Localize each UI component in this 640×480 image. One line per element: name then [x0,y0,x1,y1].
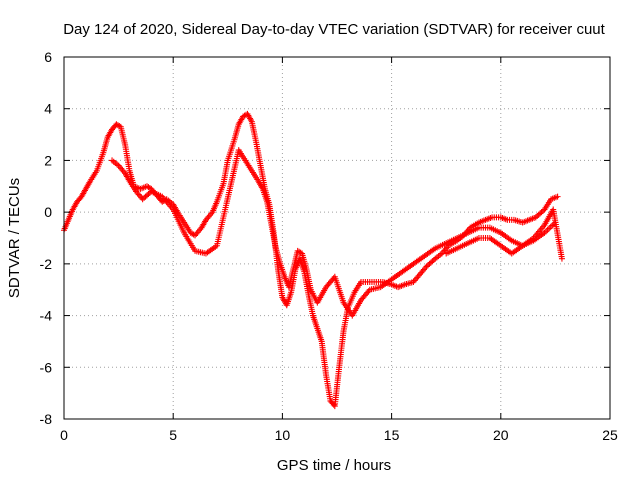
y-tick-label: 2 [44,152,52,168]
plot-frame [63,56,611,420]
data-point [558,255,565,262]
y-tick-label: -4 [40,308,53,324]
data-marks [61,110,565,410]
series-1 [61,110,561,410]
series-2 [109,147,559,319]
grid [64,57,610,419]
x-tick-label: 10 [275,427,291,443]
data-point [554,193,561,200]
data-point [330,401,337,408]
y-tick-labels: -8 -6 -4 -2 0 2 4 6 [40,49,53,427]
x-tick-label: 20 [493,427,509,443]
x-tick-labels: 0 5 10 15 20 25 [60,427,618,443]
y-tick-label: -8 [40,411,53,427]
y-tick-label: 4 [44,101,52,117]
x-tick-label: 15 [384,427,400,443]
series-3 [443,206,565,262]
y-tick-label: 6 [44,49,52,65]
y-tick-label: 0 [44,204,52,220]
x-axis-label: GPS time / hours [277,457,391,474]
y-axis-label: SDTVAR / TECUs [6,178,23,298]
y-tick-label: -2 [40,256,53,272]
x-tick-label: 25 [602,427,618,443]
x-tick-label: 0 [60,427,68,443]
chart-title: Day 124 of 2020, Sidereal Day-to-day VTE… [63,21,605,38]
x-tick-label: 5 [169,427,177,443]
y-tick-label: -6 [40,359,53,375]
axis-ticks [63,56,611,420]
